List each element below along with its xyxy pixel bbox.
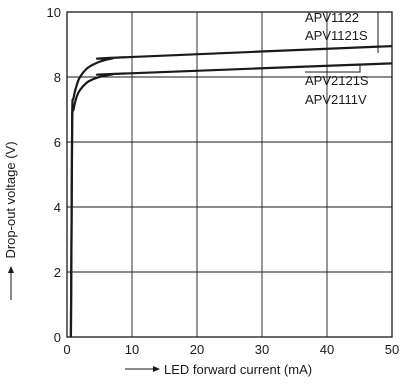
y-tick-label: 6 <box>54 135 61 150</box>
legend-leader-upper <box>366 11 379 53</box>
x-tick-label: 40 <box>320 342 334 357</box>
x-tick-label: 30 <box>255 342 269 357</box>
legend-label-apv2121s: APV2121S <box>305 73 369 88</box>
tick-labels: 0 10 20 30 40 50 0 2 4 6 8 10 <box>47 5 400 357</box>
x-tick-label: 20 <box>190 342 204 357</box>
legend-label-apv1121s: APV1121S <box>305 28 368 43</box>
y-axis-arrowhead <box>8 266 14 273</box>
y-tick-label: 8 <box>54 70 61 85</box>
x-tick-label: 50 <box>385 342 399 357</box>
legend: APV1122 APV1121S APV2121S APV2111V <box>305 10 379 107</box>
x-axis-arrowhead <box>153 366 160 372</box>
legend-label-apv2111v: APV2111V <box>305 92 367 107</box>
series-line-2 <box>69 62 393 338</box>
y-tick-label: 0 <box>54 330 61 345</box>
y-tick-label: 10 <box>47 5 61 20</box>
x-axis-label: LED forward current (mA) <box>164 362 312 377</box>
x-tick-label: 10 <box>125 342 139 357</box>
series-lines <box>69 45 393 338</box>
grid-lines <box>67 12 392 337</box>
y-tick-label: 4 <box>54 200 61 215</box>
legend-label-apv1122: APV1122 <box>305 10 359 25</box>
y-tick-label: 2 <box>54 265 61 280</box>
legend-leader-lower <box>305 64 361 73</box>
plot-frame <box>66 11 393 338</box>
series-line-1 <box>69 45 393 338</box>
x-tick-label: 0 <box>63 342 70 357</box>
y-axis-label: Drop-out voltage (V) <box>3 141 18 258</box>
